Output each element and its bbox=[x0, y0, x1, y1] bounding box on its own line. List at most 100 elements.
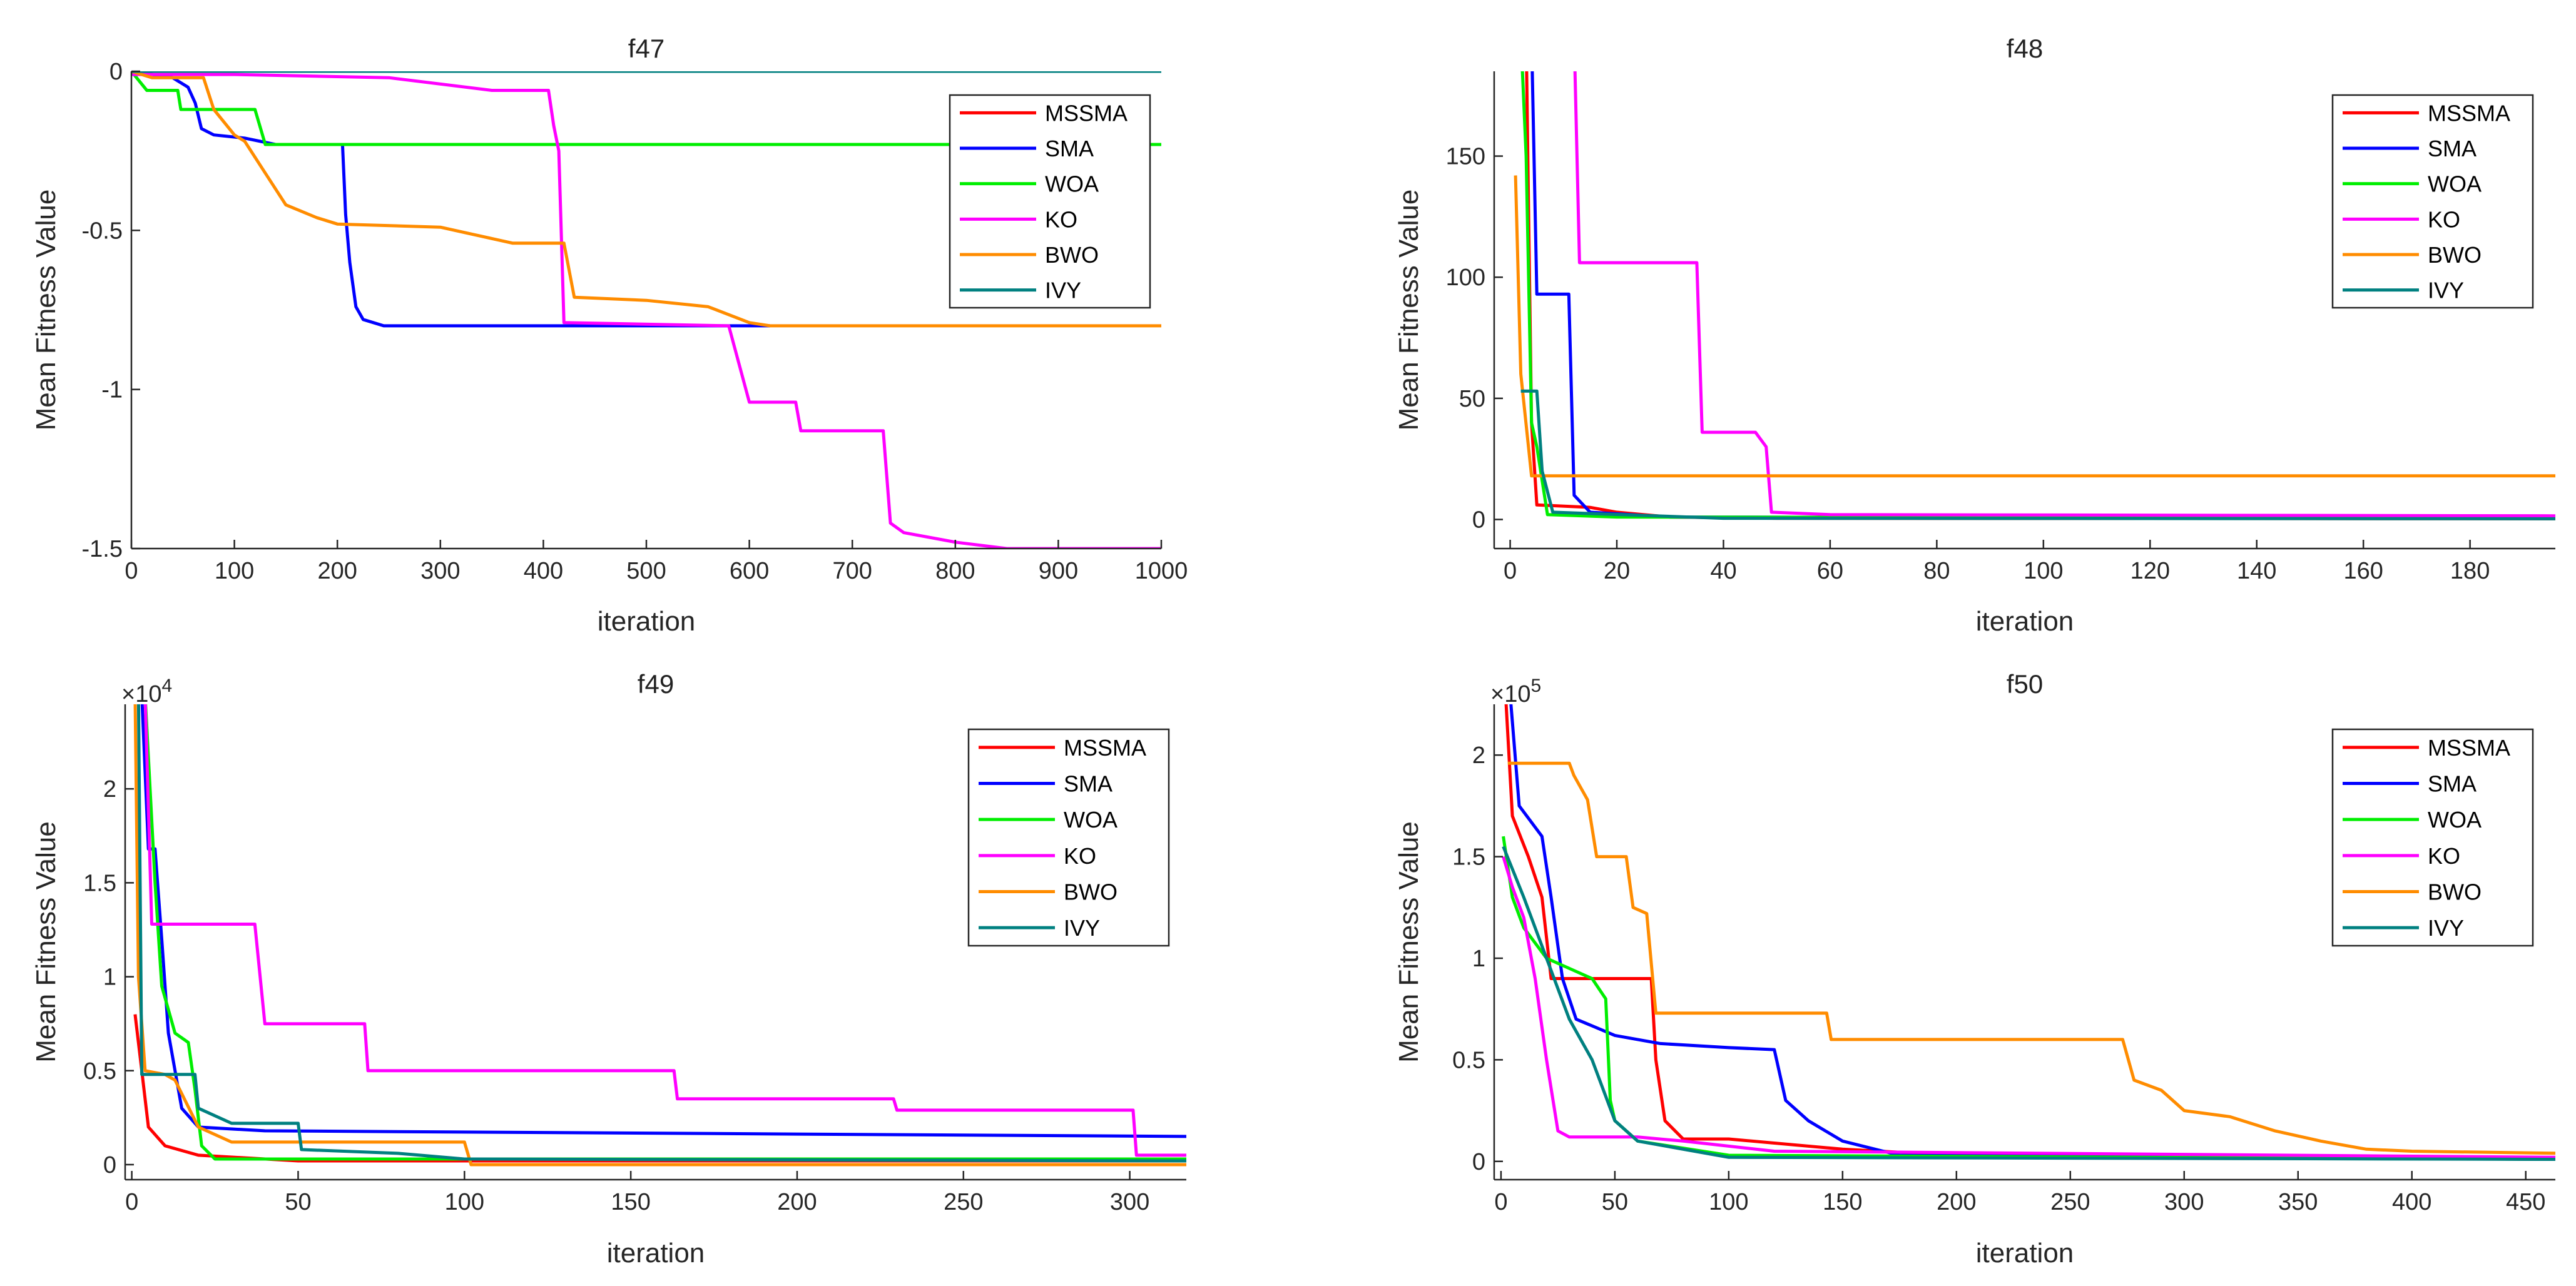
y-tick-label: 1.5 bbox=[1452, 844, 1485, 871]
chart-title: f48 bbox=[2007, 34, 2043, 63]
x-tick-label: 160 bbox=[2343, 558, 2383, 584]
chart-title: f49 bbox=[638, 669, 674, 699]
legend-label-bwo: BWO bbox=[1045, 242, 1099, 268]
series-line-bwo bbox=[131, 71, 1161, 328]
legend-label-ivy: IVY bbox=[2428, 278, 2464, 303]
legend-label-woa: WOA bbox=[2428, 171, 2482, 197]
legend-label-sma: SMA bbox=[2428, 771, 2477, 797]
x-tick-label: 900 bbox=[1039, 558, 1078, 584]
chart-f49: 0 50 100 150 200 250 300 0 0.5 1 1.5 2 ×104 f49 iterat… bbox=[31, 669, 1186, 1268]
legend: MSSMA SMA WOA KO BWO IVY bbox=[949, 94, 1151, 309]
x-axis-label: iteration bbox=[598, 606, 696, 637]
legend-label-ko: KO bbox=[1045, 206, 1077, 232]
series-line-ivy bbox=[136, 704, 1186, 1163]
x-tick-label: 50 bbox=[285, 1189, 311, 1215]
legend: MSSMA SMA WOA KO BWO IVY bbox=[967, 728, 1170, 947]
x-tick-label: 300 bbox=[420, 558, 460, 584]
x-tick-label: 300 bbox=[2164, 1189, 2204, 1215]
legend-box bbox=[949, 94, 1151, 309]
series-line-ivy bbox=[1520, 389, 2555, 520]
x-tick-label: 500 bbox=[626, 558, 666, 584]
x-tick-label: 250 bbox=[2050, 1189, 2090, 1215]
y-tick-label: 150 bbox=[1446, 144, 1485, 170]
x-tick-label: 150 bbox=[1823, 1189, 1862, 1215]
series-line-ko bbox=[1502, 856, 2555, 1159]
x-tick-label: 140 bbox=[2237, 558, 2276, 584]
x-tick-label: 450 bbox=[2506, 1189, 2545, 1215]
x-tick-label: 100 bbox=[2024, 558, 2063, 584]
y-axis-exponent: ×104 bbox=[121, 676, 172, 707]
x-tick-label: 40 bbox=[1710, 558, 1736, 584]
series-line-sma bbox=[1509, 704, 2555, 1161]
y-tick-label: 0 bbox=[1472, 507, 1485, 534]
x-tick-label: 600 bbox=[730, 558, 769, 584]
legend-label-ko: KO bbox=[1064, 843, 1096, 869]
x-tick-label: 800 bbox=[935, 558, 975, 584]
x-tick-label: 150 bbox=[611, 1189, 650, 1215]
y-tick-label: -1.5 bbox=[82, 536, 123, 562]
y-axis-label: Mean Fitness Value bbox=[31, 821, 61, 1063]
y-axis-label: Mean Fitness Value bbox=[31, 190, 61, 431]
x-tick-label: 50 bbox=[1602, 1189, 1628, 1215]
y-tick-label: 2 bbox=[103, 776, 116, 802]
x-tick-label: 400 bbox=[2392, 1189, 2431, 1215]
chart-title: f47 bbox=[628, 34, 664, 63]
x-axis-label: iteration bbox=[607, 1238, 705, 1268]
legend-label-mssma: MSSMA bbox=[1064, 735, 1146, 761]
x-tick-label: 20 bbox=[1604, 558, 1630, 584]
series-line-woa bbox=[144, 704, 1186, 1161]
series-group bbox=[133, 704, 1186, 1167]
series-line-ivy bbox=[1502, 846, 2555, 1161]
y-tick-label: 0 bbox=[103, 1152, 116, 1178]
x-axis-label: iteration bbox=[1976, 606, 2074, 637]
legend-label-woa: WOA bbox=[2428, 807, 2482, 833]
chart-f48: 0 20 40 60 80 100 120 140 160 180 0 50 100 150 f48 iter… bbox=[1393, 34, 2555, 637]
series-line-bwo bbox=[1514, 175, 2555, 478]
x-tick-label: 400 bbox=[524, 558, 563, 584]
y-tick-label: 1 bbox=[103, 964, 116, 991]
series-line-mssma bbox=[1504, 704, 2555, 1161]
y-axis-label: Mean Fitness Value bbox=[1393, 190, 1424, 431]
x-tick-label: 300 bbox=[1110, 1189, 1149, 1215]
legend: MSSMA SMA WOA KO BWO IVY bbox=[2331, 728, 2534, 947]
chart-f47: 0 100 200 300 400 500 600 700 800 900 1000 -1.5 -1 -0… bbox=[31, 34, 1188, 637]
x-tick-label: 0 bbox=[1504, 558, 1517, 584]
y-tick-label: 50 bbox=[1459, 386, 1485, 412]
x-tick-label: 700 bbox=[832, 558, 872, 584]
legend-label-sma: SMA bbox=[1064, 771, 1112, 797]
legend-label-bwo: BWO bbox=[1064, 879, 1117, 905]
series-line-ko bbox=[1573, 71, 2555, 518]
x-tick-label: 1000 bbox=[1135, 558, 1188, 584]
legend-label-sma: SMA bbox=[2428, 136, 2477, 161]
y-tick-label: 1 bbox=[1472, 946, 1485, 972]
y-tick-label: 0 bbox=[1472, 1149, 1485, 1175]
y-tick-label: 2 bbox=[1472, 742, 1485, 769]
legend-box bbox=[2331, 728, 2534, 947]
x-tick-label: 200 bbox=[317, 558, 357, 584]
legend: MSSMA SMA WOA KO BWO IVY bbox=[2331, 94, 2534, 309]
x-tick-label: 0 bbox=[125, 558, 138, 584]
x-tick-label: 180 bbox=[2450, 558, 2490, 584]
series-group bbox=[1502, 704, 2555, 1161]
legend-label-ivy: IVY bbox=[1064, 915, 1100, 941]
y-tick-label: 100 bbox=[1446, 265, 1485, 291]
legend-box bbox=[967, 728, 1170, 947]
legend-label-mssma: MSSMA bbox=[2428, 100, 2510, 126]
legend-label-ivy: IVY bbox=[2428, 915, 2464, 941]
y-tick-label: 1.5 bbox=[83, 870, 116, 896]
legend-label-ko: KO bbox=[2428, 206, 2460, 232]
x-tick-label: 60 bbox=[1817, 558, 1843, 584]
y-axis-label: Mean Fitness Value bbox=[1393, 821, 1424, 1063]
x-tick-label: 100 bbox=[215, 558, 254, 584]
legend-label-mssma: MSSMA bbox=[2428, 735, 2510, 761]
legend-label-bwo: BWO bbox=[2428, 242, 2482, 268]
x-tick-label: 100 bbox=[445, 1189, 484, 1215]
series-line-ko bbox=[131, 73, 1161, 549]
y-tick-label: 0.5 bbox=[1452, 1047, 1485, 1073]
series-line-woa bbox=[131, 71, 1161, 146]
series-line-woa bbox=[1520, 71, 2555, 520]
series-line-ko bbox=[143, 704, 1186, 1157]
x-axis-label: iteration bbox=[1976, 1238, 2074, 1268]
x-tick-label: 120 bbox=[2131, 558, 2170, 584]
